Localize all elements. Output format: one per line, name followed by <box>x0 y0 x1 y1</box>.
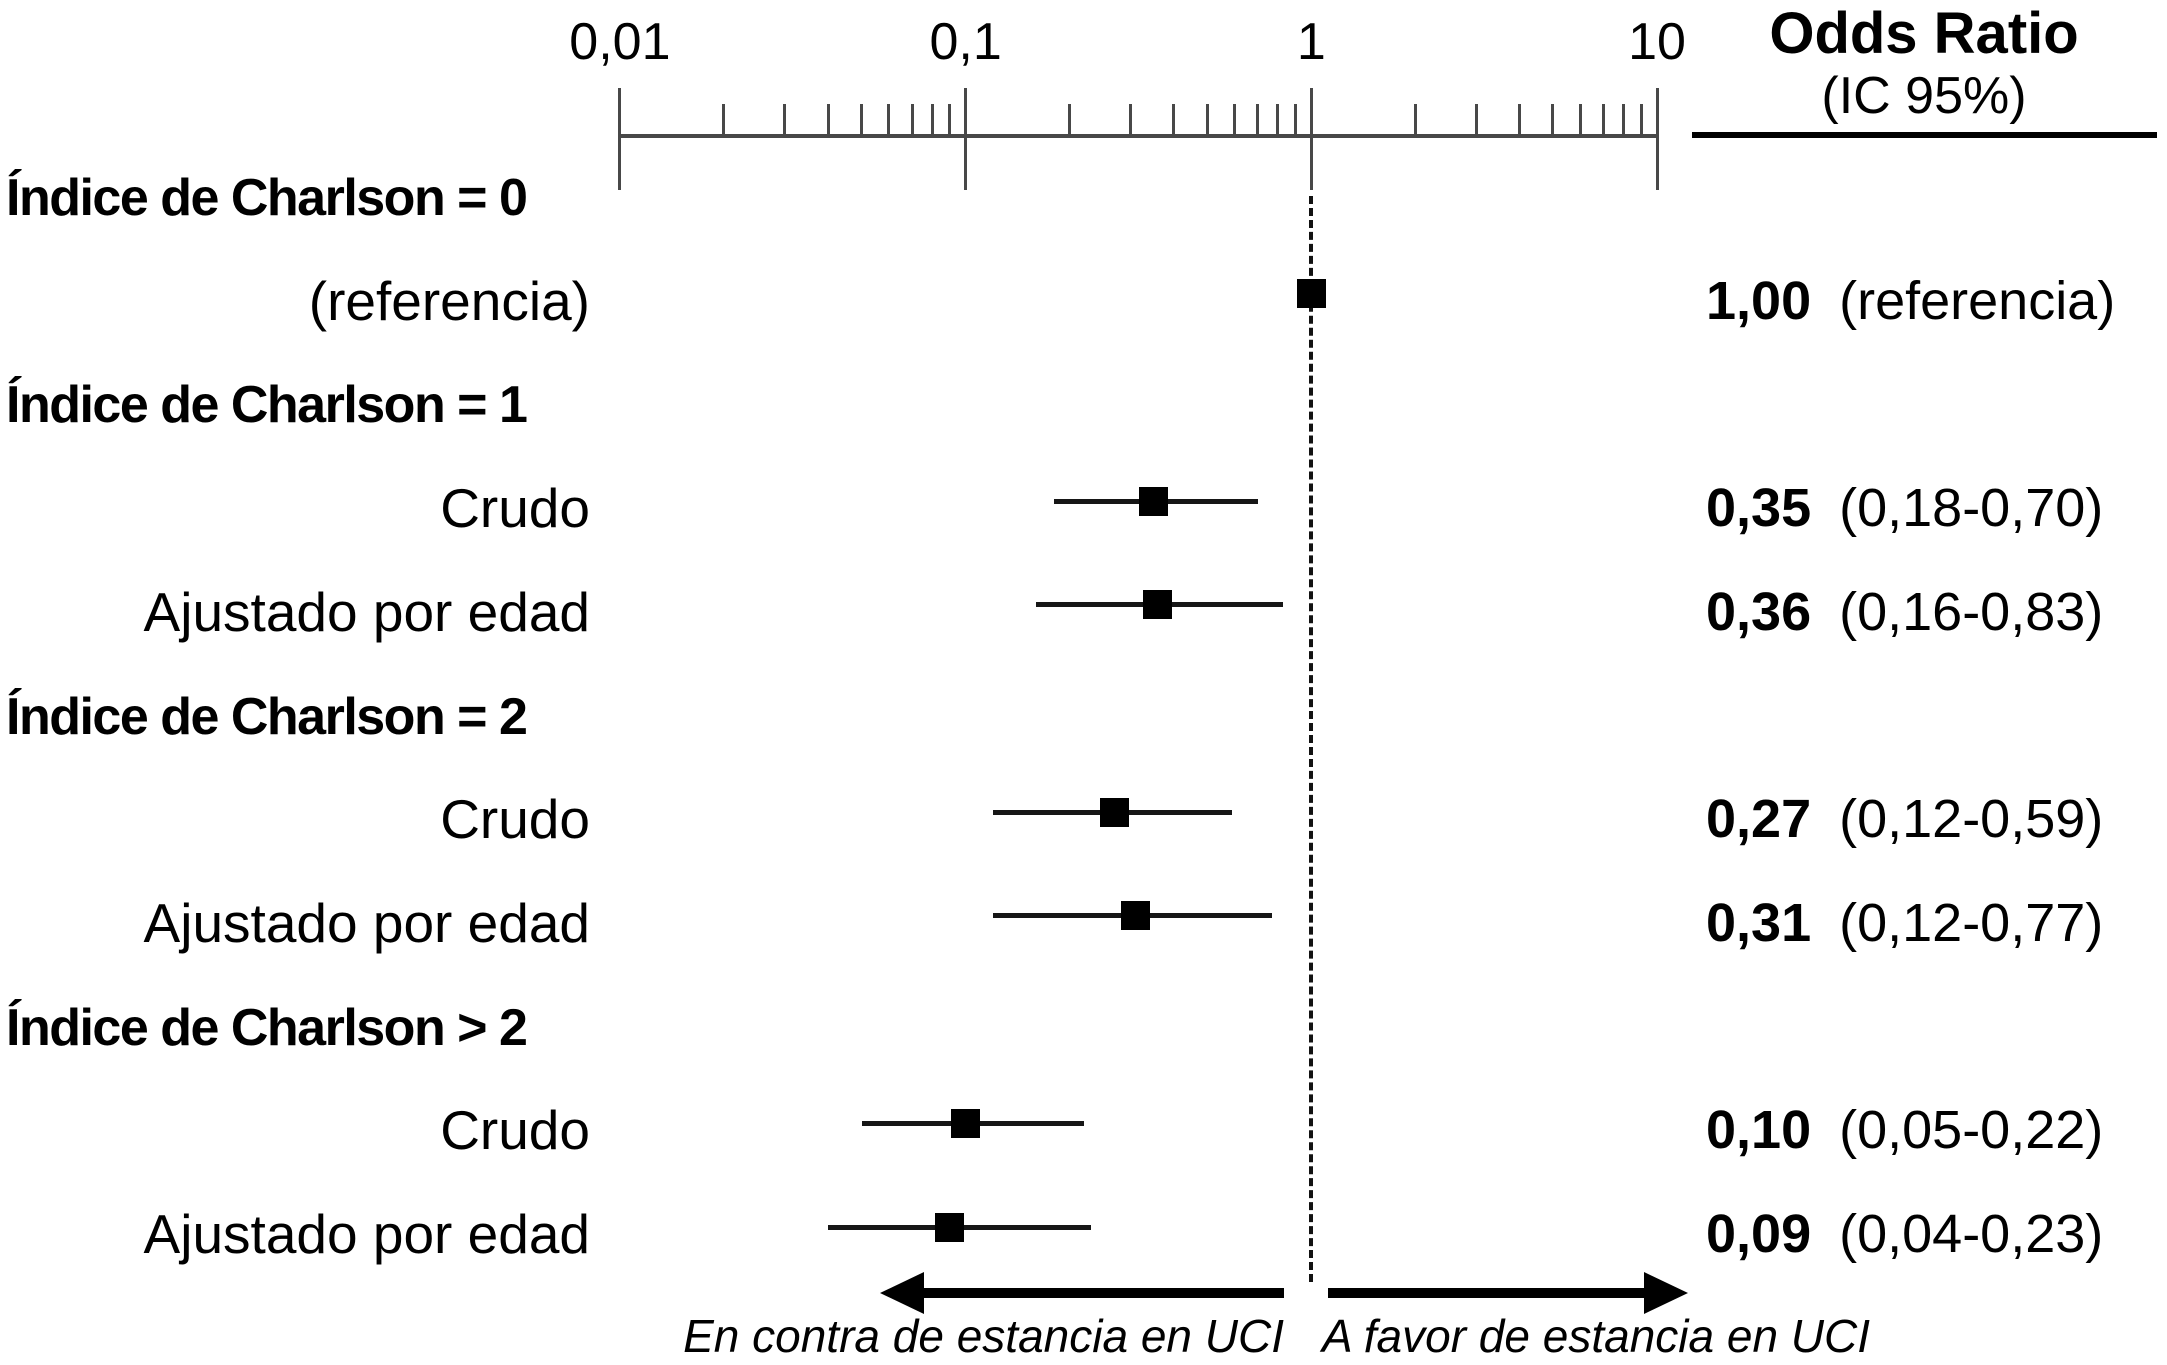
row-label: Ajustado por edad <box>143 1203 590 1265</box>
odds-ratio-point-marker <box>935 1212 965 1242</box>
odds-ratio-value: 0,36 (0,16-0,83) <box>1706 581 2103 643</box>
x-axis-minor-tick <box>1517 104 1521 136</box>
odds-ratio-point-marker <box>1139 486 1169 516</box>
odds-ratio-value: 1,00 (referencia) <box>1706 270 2115 332</box>
x-axis-minor-tick <box>1551 104 1555 136</box>
or-value-text: 0,09 <box>1706 1204 1812 1264</box>
odds-ratio-value: 0,10 (0,05-0,22) <box>1706 1099 2103 1161</box>
left-arrow-label: En contra de estancia en UCI <box>683 1310 1284 1362</box>
x-axis-tick-label: 0,1 <box>929 13 1002 71</box>
x-axis-minor-tick <box>910 104 914 136</box>
x-axis-minor-tick <box>1233 104 1237 136</box>
odds-ratio-value: 0,09 (0,04-0,23) <box>1706 1203 2103 1265</box>
group-label: Índice de Charlson = 2 <box>6 687 528 746</box>
or-value-text: 0,35 <box>1706 478 1812 539</box>
or-value-text: 0,36 <box>1706 581 1812 642</box>
x-axis-line <box>620 134 1658 138</box>
odds-ratio-point-marker <box>951 1108 981 1138</box>
x-axis-minor-tick <box>783 104 787 136</box>
group-label: Índice de Charlson > 2 <box>6 998 528 1057</box>
x-axis-minor-tick <box>826 104 830 136</box>
x-axis-minor-tick <box>887 104 891 136</box>
x-axis-minor-tick <box>1172 104 1176 136</box>
x-axis-tick-label: 1 <box>1296 13 1326 71</box>
x-axis-tick-label: 10 <box>1628 13 1686 71</box>
x-axis-minor-tick <box>1276 104 1280 136</box>
row-label: Crudo <box>440 788 590 851</box>
x-axis-minor-tick <box>1413 104 1417 136</box>
ci-value-text: (referencia) <box>1839 270 2116 331</box>
odds-ratio-point-marker <box>1120 901 1150 931</box>
right-arrow-label: A favor de estancia en UCI <box>1322 1310 1871 1362</box>
x-axis-minor-tick <box>1601 104 1605 136</box>
x-axis-major-tick <box>964 88 968 190</box>
group-label: Índice de Charlson = 0 <box>6 169 528 227</box>
ci-value-text: (0,18-0,70) <box>1839 478 2104 539</box>
column-header-title: Odds Ratio <box>1769 1 2079 66</box>
x-axis-major-tick <box>1655 88 1659 190</box>
x-axis-minor-tick <box>1621 104 1625 136</box>
or-value-text: 0,31 <box>1706 892 1812 953</box>
x-axis-minor-tick <box>1639 104 1643 136</box>
x-axis-minor-tick <box>1578 104 1582 136</box>
row-label: Ajustado por edad <box>143 891 590 954</box>
ci-value-text: (0,16-0,83) <box>1839 581 2104 642</box>
row-label: Crudo <box>440 1099 590 1162</box>
x-axis-minor-tick <box>860 104 864 136</box>
x-axis-tick-label: 0,01 <box>569 13 671 71</box>
x-axis-minor-tick <box>722 104 726 136</box>
reference-line <box>1309 196 1313 1282</box>
or-value-text: 0,10 <box>1706 1100 1812 1161</box>
row-label: (referencia) <box>308 269 590 332</box>
x-axis-major-tick <box>618 88 622 190</box>
x-axis-major-tick <box>1309 88 1313 190</box>
x-axis-minor-tick <box>1068 104 1072 136</box>
x-axis-minor-tick <box>930 104 934 136</box>
ci-value-text: (0,05-0,22) <box>1839 1100 2104 1161</box>
x-axis-minor-tick <box>948 104 952 136</box>
or-value-text: 0,27 <box>1706 789 1812 850</box>
x-axis-minor-tick <box>1474 104 1478 136</box>
odds-ratio-value: 0,31 (0,12-0,77) <box>1706 892 2103 954</box>
odds-ratio-point-marker <box>1296 279 1326 309</box>
column-header: Odds Ratio (IC 95%) <box>1690 2 2158 125</box>
ci-value-text: (0,12-0,59) <box>1839 789 2104 850</box>
x-axis-minor-tick <box>1205 104 1209 136</box>
x-axis-minor-tick <box>1129 104 1133 136</box>
x-axis-minor-tick <box>1293 104 1297 136</box>
odds-ratio-point-marker <box>1100 797 1130 827</box>
ci-value-text: (0,12-0,77) <box>1839 892 2104 953</box>
odds-ratio-value: 0,35 (0,18-0,70) <box>1706 477 2103 539</box>
group-label: Índice de Charlson = 1 <box>6 376 528 435</box>
row-label: Crudo <box>440 477 590 540</box>
x-axis-minor-tick <box>1256 104 1260 136</box>
or-value-text: 1,00 <box>1706 270 1812 331</box>
row-label: Ajustado por edad <box>143 580 590 643</box>
column-header-rule <box>1692 132 2157 138</box>
ci-value-text: (0,04-0,23) <box>1839 1204 2104 1264</box>
column-header-subtitle: (IC 95%) <box>1821 66 2027 125</box>
odds-ratio-point-marker <box>1143 590 1173 620</box>
odds-ratio-value: 0,27 (0,12-0,59) <box>1706 788 2103 850</box>
